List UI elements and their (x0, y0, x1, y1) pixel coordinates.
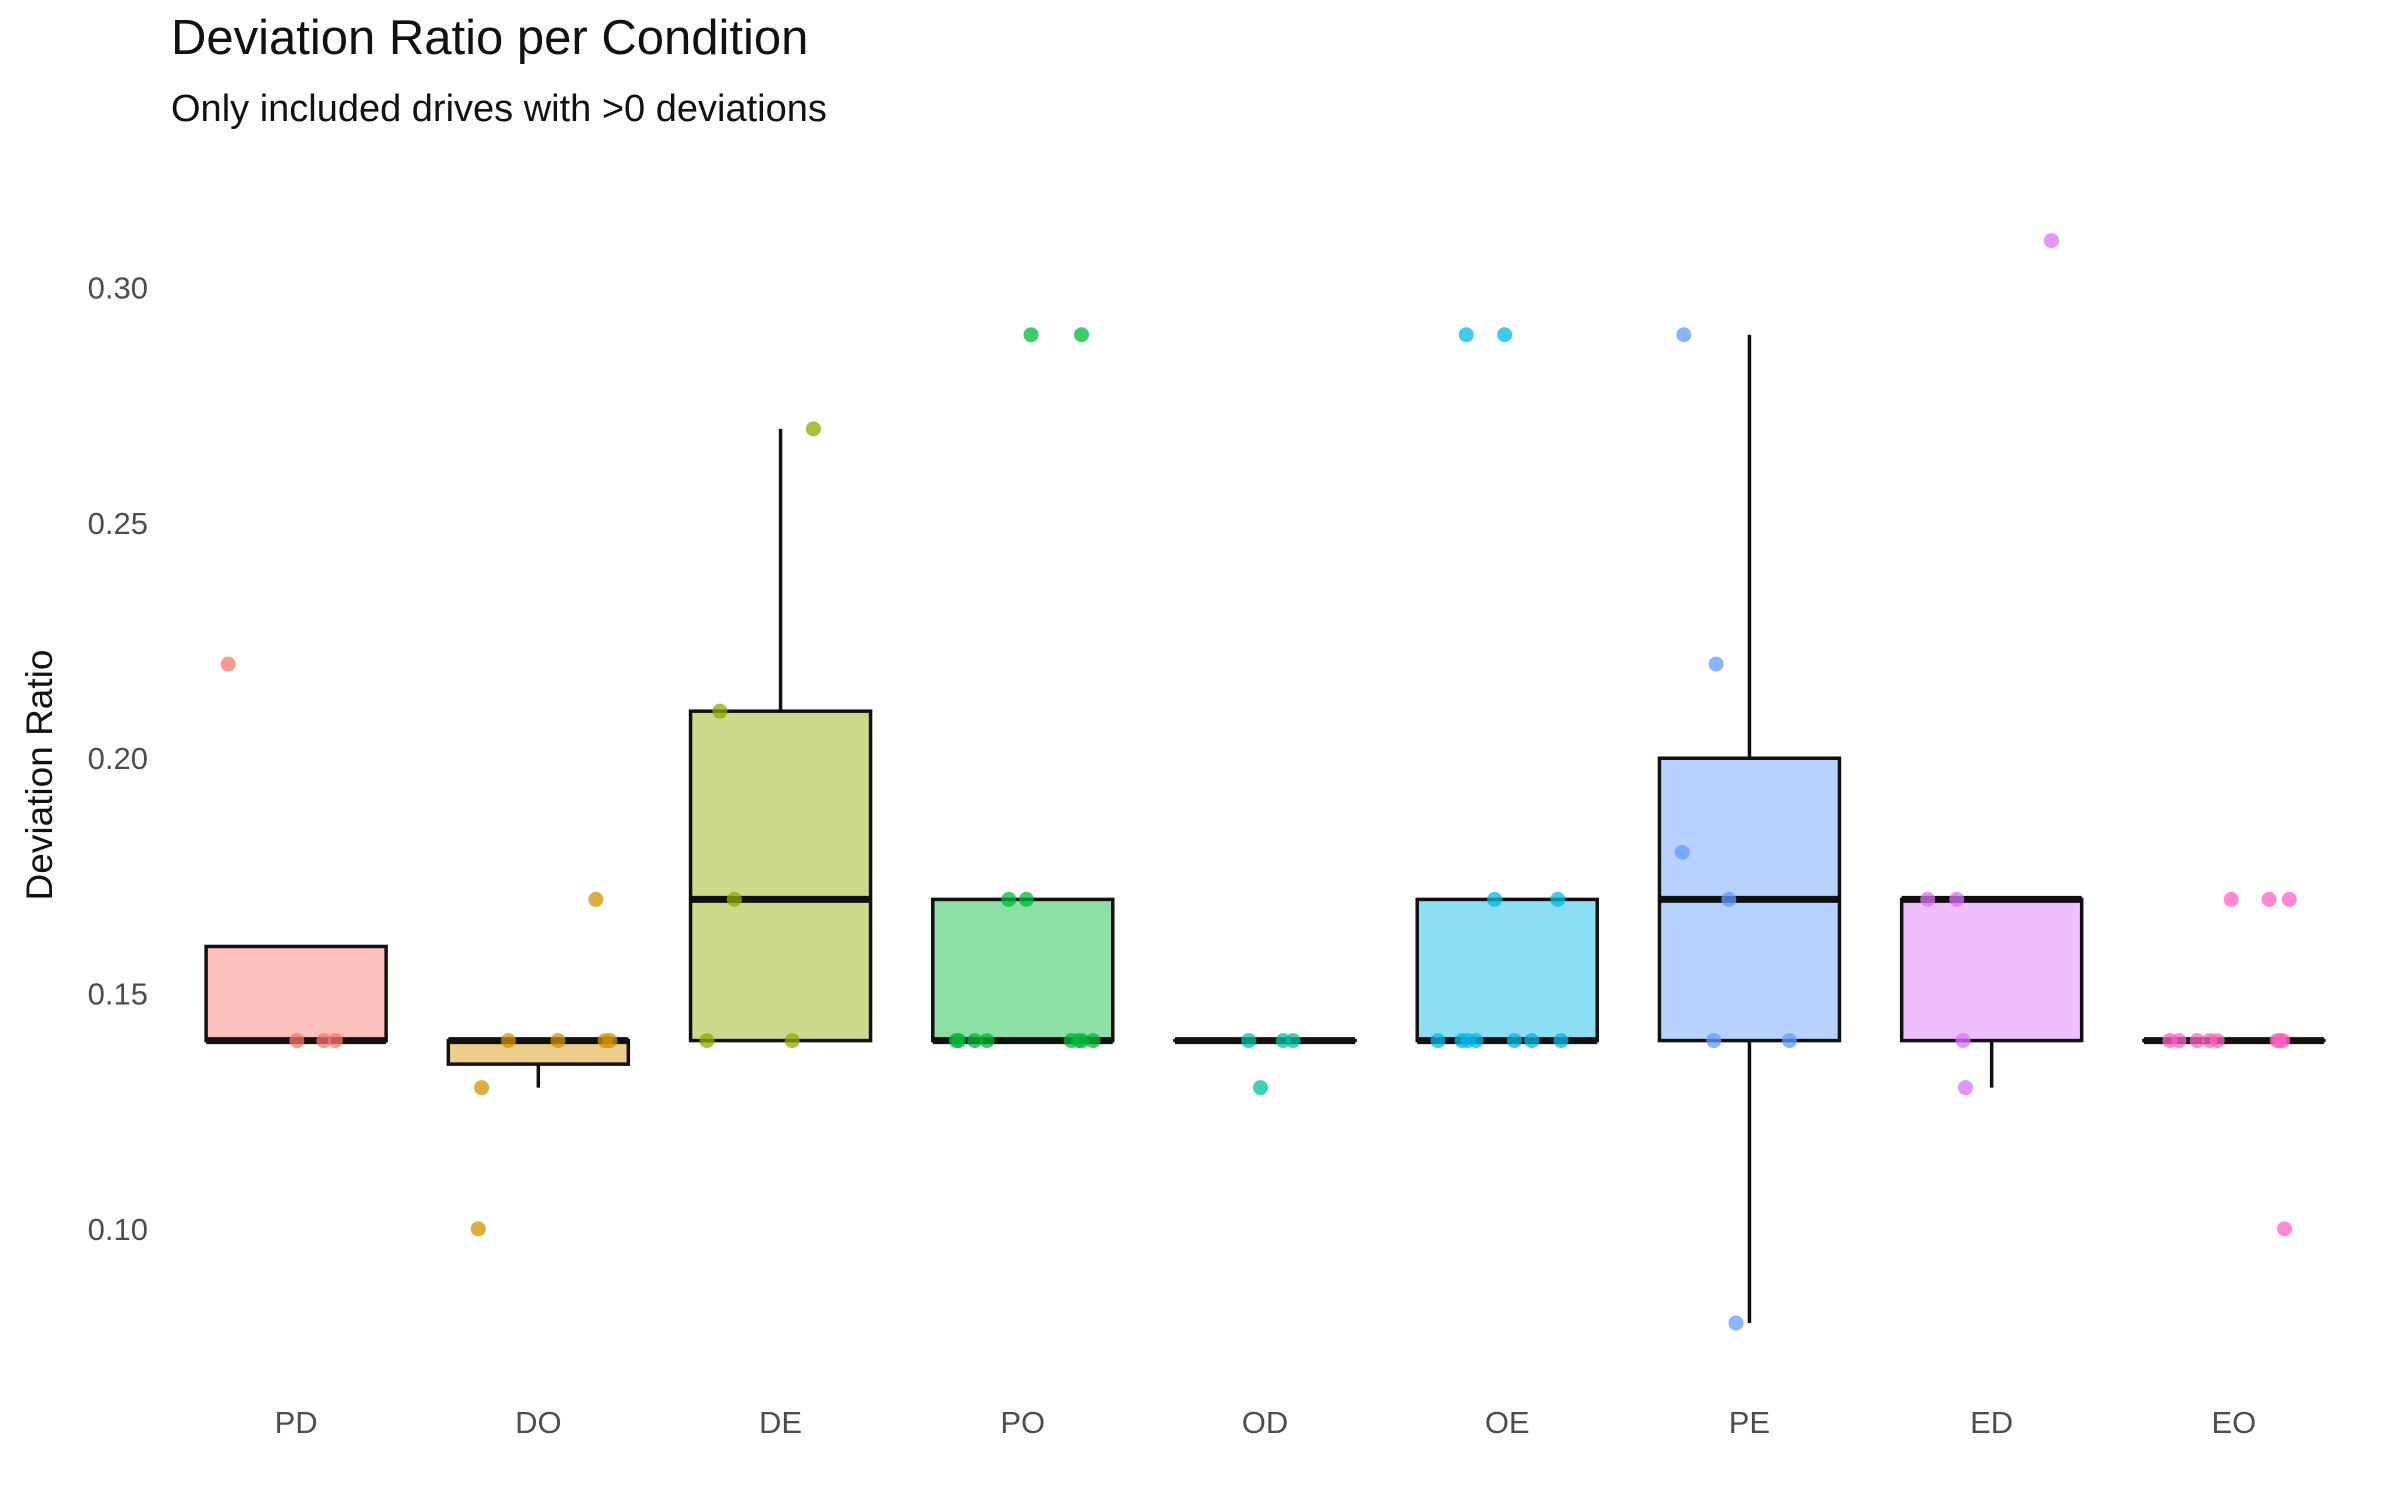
point-do (550, 1033, 566, 1049)
point-eo (2281, 891, 2297, 907)
point-ed (1955, 1033, 1971, 1049)
box-body (1899, 897, 2084, 1043)
point-do (470, 1221, 486, 1237)
point-de (712, 703, 728, 719)
point-oe (1506, 1033, 1522, 1049)
box-ed (1899, 895, 2084, 1088)
box-pd (204, 944, 388, 1045)
point-eo (2223, 891, 2239, 907)
point-pd (289, 1033, 305, 1049)
point-ed (2043, 233, 2059, 249)
point-pd (316, 1033, 332, 1049)
x-tick-label: DO (515, 1405, 562, 1440)
point-po (967, 1033, 983, 1049)
point-de (805, 421, 821, 437)
x-tick-label: OE (1485, 1405, 1530, 1440)
box-body (931, 897, 1115, 1043)
y-tick-label: 0.25 (88, 506, 148, 541)
x-axis: PD DO DE PO OD OE PE ED EO (275, 1405, 2257, 1440)
box-po (931, 897, 1115, 1045)
y-axis-title: Deviation Ratio (19, 650, 60, 901)
point-ed (1920, 891, 1936, 907)
point-do (597, 1033, 613, 1049)
point-eo (2277, 1221, 2293, 1237)
point-eo (2202, 1033, 2218, 1049)
point-do (474, 1080, 490, 1096)
data-points (220, 233, 2297, 1331)
y-tick-label: 0.30 (88, 271, 148, 306)
point-po (1070, 1033, 1086, 1049)
box-body (1415, 897, 1599, 1043)
y-tick-label: 0.20 (88, 741, 148, 776)
point-po (1001, 891, 1017, 907)
point-oe (1468, 1033, 1484, 1049)
x-tick-label: ED (1970, 1405, 2013, 1440)
point-od (1253, 1080, 1269, 1096)
point-oe (1430, 1033, 1446, 1049)
point-ed (1949, 891, 1965, 907)
point-de (726, 891, 742, 907)
point-pe (1708, 656, 1724, 672)
point-pd (220, 656, 236, 672)
box-body (204, 944, 388, 1043)
x-tick-label: DE (759, 1405, 802, 1440)
point-oe (1458, 327, 1474, 343)
point-pe (1728, 1315, 1744, 1331)
box-pe (1657, 334, 1842, 1323)
point-pe (1721, 891, 1737, 907)
boxes (204, 334, 2326, 1323)
box-oe (1415, 897, 1599, 1045)
point-po (1085, 1033, 1101, 1049)
point-oe (1497, 327, 1513, 343)
x-tick-label: PD (275, 1405, 318, 1440)
chart-subtitle: Only included drives with >0 deviations (171, 88, 827, 130)
point-de (699, 1033, 715, 1049)
x-tick-label: EO (2211, 1405, 2256, 1440)
point-oe (1524, 1033, 1540, 1049)
point-oe (1487, 891, 1503, 907)
point-po (1018, 891, 1034, 907)
box-body (688, 709, 873, 1043)
point-eo (2261, 891, 2277, 907)
box-de (688, 428, 873, 1043)
point-eo (2189, 1033, 2205, 1049)
point-do (500, 1033, 516, 1049)
point-po (1074, 327, 1090, 343)
y-tick-label: 0.10 (88, 1212, 148, 1247)
point-eo (2162, 1033, 2178, 1049)
point-po (1023, 327, 1039, 343)
point-pe (1676, 327, 1692, 343)
point-po (979, 1033, 995, 1049)
box-do (446, 1037, 631, 1088)
point-ed (1958, 1080, 1974, 1096)
x-tick-label: PE (1729, 1405, 1770, 1440)
point-oe (1550, 891, 1566, 907)
point-pe (1781, 1033, 1797, 1049)
point-eo (2269, 1033, 2285, 1049)
x-tick-label: OD (1242, 1405, 1289, 1440)
point-od (1275, 1033, 1291, 1049)
chart-title: Deviation Ratio per Condition (171, 11, 809, 65)
x-tick-label: PO (1000, 1405, 1045, 1440)
point-de (784, 1033, 800, 1049)
point-pe (1706, 1033, 1722, 1049)
y-axis: 0.10 0.15 0.20 0.25 0.30 (88, 271, 148, 1247)
y-tick-label: 0.15 (88, 977, 148, 1012)
point-pe (1674, 844, 1690, 860)
point-oe (1553, 1033, 1569, 1049)
point-do (588, 891, 604, 907)
point-od (1241, 1033, 1257, 1049)
point-pd (327, 1033, 343, 1049)
point-po (948, 1033, 964, 1049)
